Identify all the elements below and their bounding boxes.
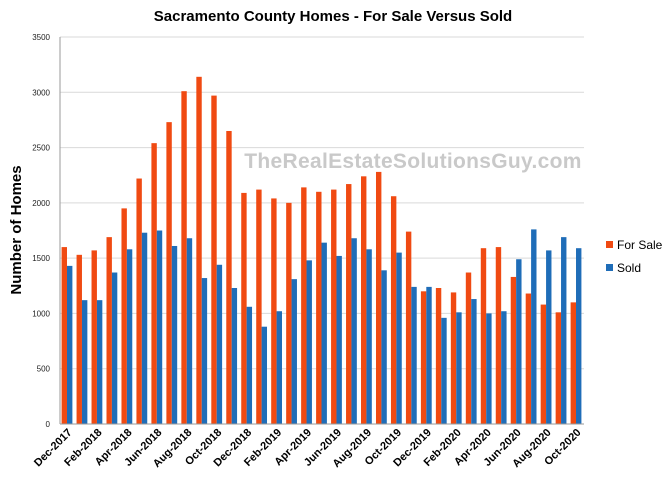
legend: For Sale Sold [606, 238, 663, 275]
bar-sold [66, 265, 73, 424]
y-tick-label: 500 [37, 365, 51, 374]
bar-sold [246, 306, 253, 424]
bar-sold [111, 272, 118, 424]
bar-for-sale [301, 187, 307, 424]
bar-for-sale [375, 171, 382, 424]
bar-for-sale [525, 293, 532, 424]
bar-sold [576, 248, 582, 424]
bar-for-sale [106, 237, 112, 424]
bar-for-sale [570, 302, 577, 424]
bar-for-sale [450, 292, 457, 424]
y-axis-label: Number of Homes [8, 165, 25, 294]
bar-for-sale [465, 272, 472, 424]
bar-for-sale [405, 231, 412, 424]
bar-for-sale [121, 208, 127, 424]
bar-sold [291, 279, 297, 424]
legend-swatch [606, 264, 613, 271]
bar-for-sale [361, 176, 367, 424]
bar-for-sale [241, 192, 247, 424]
bar-for-sale [540, 304, 547, 424]
bar-for-sale [271, 198, 277, 424]
bar-sold [561, 237, 567, 424]
bar-sold [351, 238, 357, 424]
bar-for-sale [316, 191, 322, 424]
bar-sold [81, 300, 88, 424]
bar-for-sale [211, 95, 217, 424]
bar-for-sale [76, 254, 82, 424]
bars [61, 76, 582, 425]
bar-for-sale [331, 189, 337, 424]
bar-sold [456, 312, 462, 424]
bar-sold [216, 264, 223, 424]
bar-sold [141, 232, 148, 424]
bar-sold [321, 242, 327, 424]
bar-sold [261, 326, 268, 424]
legend-swatch [606, 241, 613, 248]
bar-for-sale [420, 291, 427, 424]
bar-sold [276, 311, 282, 424]
bar-sold [201, 278, 208, 424]
bar-sold [231, 288, 238, 424]
bar-for-sale [196, 76, 202, 424]
bar-sold [126, 249, 133, 424]
y-tick-label: 2000 [32, 199, 50, 208]
bar-sold [381, 270, 387, 424]
bar-sold [411, 286, 417, 424]
bar-for-sale [166, 122, 172, 424]
bar-sold [471, 299, 477, 424]
watermark-text: TheRealEstateSolutionsGuy.com [244, 150, 581, 173]
y-tick-label: 2500 [32, 144, 50, 153]
y-tick-label: 1000 [32, 309, 50, 318]
bar-for-sale [151, 143, 157, 424]
y-tick-label: 1500 [32, 254, 50, 263]
y-tick-label: 3000 [32, 88, 50, 97]
bar-sold [171, 245, 178, 424]
chart-title: Sacramento County Homes - For Sale Versu… [154, 8, 512, 25]
bar-for-sale [286, 202, 292, 424]
bar-sold [186, 238, 193, 424]
bar-sold [156, 230, 163, 424]
bar-for-sale [61, 247, 67, 424]
bar-for-sale [510, 276, 517, 424]
bar-sold [486, 313, 492, 424]
bar-sold [531, 229, 537, 424]
bar-for-sale [256, 189, 262, 424]
bar-for-sale [226, 130, 232, 425]
bar-for-sale [346, 184, 352, 424]
bar-sold [306, 260, 312, 424]
bar-for-sale [181, 91, 187, 425]
bar-sold [546, 250, 552, 424]
bar-sold [396, 252, 402, 424]
bar-for-sale [91, 250, 97, 424]
bar-for-sale [480, 248, 487, 424]
y-tick-label: 0 [46, 420, 51, 429]
bar-sold [501, 311, 507, 424]
bar-sold [426, 286, 432, 424]
bar-sold [96, 300, 103, 424]
bar-sold [441, 317, 447, 424]
bar-for-sale [435, 288, 442, 424]
y-tick-label: 3500 [32, 33, 50, 42]
bar-for-sale [390, 196, 397, 424]
bar-for-sale [495, 247, 502, 424]
bar-sold [336, 255, 342, 424]
legend-label: For Sale [617, 238, 663, 252]
bar-for-sale [555, 312, 562, 424]
legend-label: Sold [617, 261, 641, 275]
bar-for-sale [136, 178, 142, 424]
bar-sold [516, 259, 522, 424]
bar-sold [366, 249, 372, 424]
